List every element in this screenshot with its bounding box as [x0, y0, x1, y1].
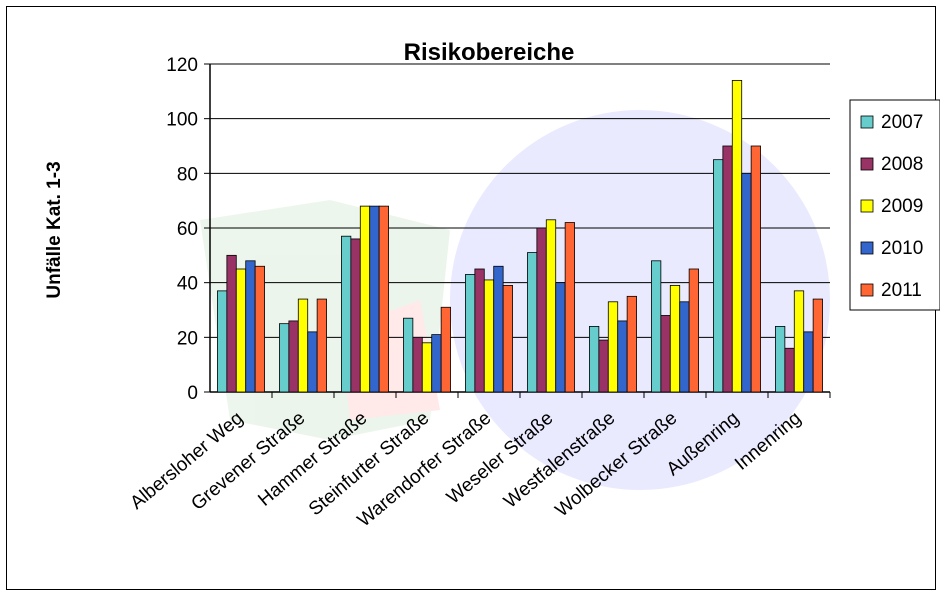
bar: [502, 284, 513, 393]
bar: [589, 325, 600, 393]
bar: [545, 219, 557, 393]
bar: [288, 320, 299, 393]
bar: [555, 282, 566, 393]
bar: [235, 268, 247, 393]
bar: [369, 205, 380, 393]
bar: [713, 159, 724, 393]
bar: [536, 227, 547, 393]
chart-title: Risikobereiche: [404, 39, 575, 66]
legend-swatch: [860, 115, 874, 129]
bar: [679, 301, 690, 393]
bar: [660, 315, 671, 393]
bar: [341, 235, 352, 393]
bar: [431, 334, 442, 393]
y-tick-label: 0: [187, 383, 198, 404]
bar: [741, 172, 752, 393]
y-tick-label: 80: [177, 164, 198, 185]
bar: [421, 342, 433, 393]
bars: [217, 80, 823, 393]
bar: [440, 306, 451, 393]
bar: [359, 205, 371, 393]
bar: [775, 325, 786, 393]
bar: [688, 268, 699, 393]
bar: [412, 336, 423, 393]
legend-swatch: [860, 199, 874, 213]
legend-swatch: [860, 157, 874, 171]
bar: [527, 252, 538, 393]
y-tick-label: 40: [177, 274, 198, 295]
bar: [350, 238, 361, 393]
bar: [226, 254, 237, 393]
legend-label: 2007: [881, 112, 923, 133]
bar: [217, 290, 228, 393]
y-axis-label: Unfälle Kat. 1-3: [44, 161, 65, 298]
bar: [245, 260, 256, 393]
bar: [254, 265, 265, 393]
legend-label: 2008: [881, 154, 923, 175]
legend-swatch: [860, 283, 874, 297]
legend-swatch: [860, 241, 874, 255]
bar: [793, 290, 805, 393]
bar: [403, 317, 414, 393]
bar: [669, 284, 681, 393]
bar: [279, 323, 290, 393]
legend-label: 2010: [881, 238, 923, 259]
x-tick-label: Grevener Straße: [187, 408, 309, 515]
bar: [307, 331, 318, 393]
bar: [564, 222, 575, 393]
bar: [651, 260, 662, 393]
bar: [626, 295, 637, 393]
bar: [722, 145, 733, 393]
bar: [493, 265, 504, 393]
bar: [803, 331, 814, 393]
bar: [474, 268, 485, 393]
y-tick-label: 20: [177, 328, 198, 349]
bar: [617, 320, 628, 393]
bar: [316, 298, 327, 393]
bar: [378, 205, 389, 393]
y-tick-label: 100: [166, 110, 198, 131]
y-tick-labels: 0 20 40 60 80 100 120: [166, 55, 198, 404]
legend-label: 2011: [881, 280, 922, 301]
legend-label: 2009: [881, 196, 923, 217]
bar: [784, 347, 795, 393]
y-tick-label: 120: [166, 55, 198, 76]
bar: [607, 301, 619, 393]
bar: [598, 339, 609, 393]
bar: [483, 279, 495, 393]
bar: [750, 145, 761, 393]
bar: [812, 298, 823, 393]
legend: 2007 2008 2009 2010 2011: [849, 99, 940, 311]
bar: [731, 80, 743, 393]
bar: [297, 298, 309, 393]
bar: [465, 274, 476, 393]
y-tick-label: 60: [177, 219, 198, 240]
